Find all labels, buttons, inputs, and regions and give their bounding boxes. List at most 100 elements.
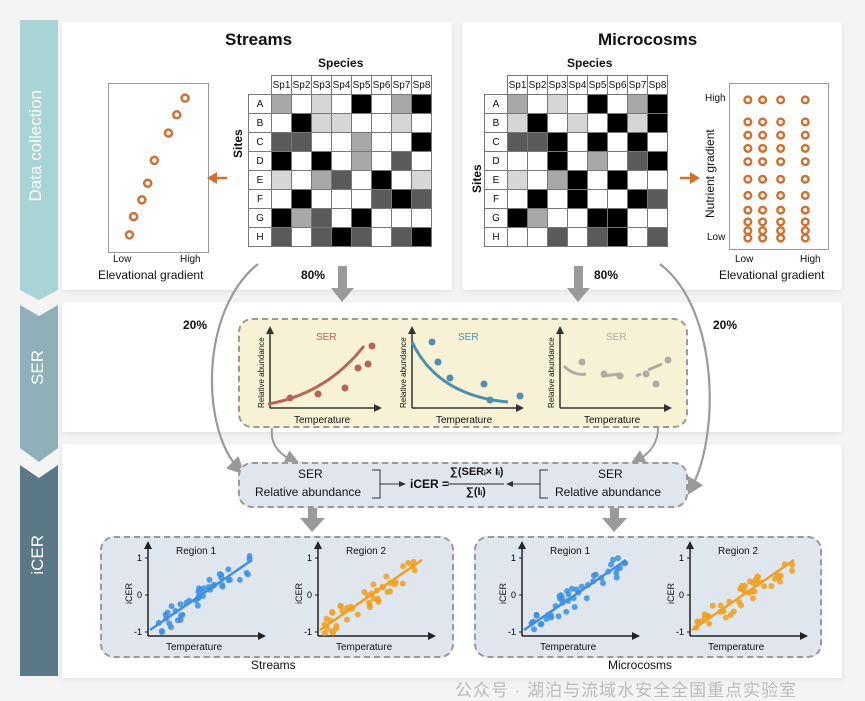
ser-y-label: Relative abundance [399,337,408,408]
site-point [800,226,810,236]
site-point [758,217,768,227]
abundance-cell [587,227,608,247]
abundance-cell [371,227,392,247]
icer-point [531,626,538,633]
stage-ser-ribbon [20,305,58,462]
streams-species-label: Species [318,56,364,70]
x-axis-arrow-icon [258,632,266,640]
site-point [743,205,753,215]
ser-plots: SER Temperature Relative abundance SER Tempe… [257,326,672,426]
site-point [776,174,786,184]
abundance-cell [291,94,312,114]
abundance-cell [527,208,548,228]
icer-point [752,576,759,583]
ser-point [652,380,660,388]
y-axis-arrow-icon [408,326,416,334]
abundance-cell [311,227,332,247]
icer-microcosms-box [474,536,822,658]
abundance-cell [547,113,568,133]
y-tick-label: 0 [679,590,684,600]
species-header: Sp8 [647,75,668,95]
x-axis-arrow-icon [632,632,640,640]
microcosms-title: Microcosms [598,30,698,49]
abundance-cell [351,208,372,228]
ser-point [341,384,349,392]
icer-point [600,580,607,587]
micro-80-arrow-head [567,288,590,302]
abundance-cell [527,94,548,114]
site-point [758,130,768,140]
icer-point [706,620,713,627]
abundance-cell [607,189,628,209]
site-point [800,205,810,215]
ser-point [516,392,524,400]
icer-y-label: iCER [124,582,134,604]
abundance-cell [271,94,292,114]
icer-point [533,612,540,619]
abundance-cell [647,94,668,114]
icer-point [563,608,570,615]
abundance-cell [391,170,412,190]
abundance-cell [607,132,628,152]
streams-x-axis-label: Elevational gradient [98,268,204,282]
icer-fit-line [691,558,795,632]
abundance-cell [567,170,588,190]
abundance-cell [411,208,432,228]
site-point [776,117,786,127]
x-axis-arrow-icon [516,404,524,412]
site-point [743,157,753,167]
site-point [800,95,810,105]
ser-point [578,358,586,366]
icer-point [761,583,768,590]
icer-point [610,556,617,563]
abundance-cell [311,170,332,190]
y-tick-label: 1 [679,553,684,563]
site-point [800,130,810,140]
site-point [743,226,753,236]
icer-point [370,581,377,588]
formula-denominator: ∑(Iᵢ) [466,486,486,498]
site-point [776,157,786,167]
abundance-cell [351,227,372,247]
abundance-cell [507,132,528,152]
x-axis-arrow-icon [800,632,808,640]
microcosms-nutrient-plot [729,83,829,250]
site-point [149,155,160,166]
abundance-cell [391,208,412,228]
ser-point [642,370,650,378]
icer-point [219,583,226,590]
ser-point [600,370,608,378]
y-tick-label: 1 [307,553,312,563]
y-tick-label: 0 [307,590,312,600]
streams-20-curve [210,263,259,475]
icer-point [583,595,590,602]
icer-fit-line [523,558,627,632]
formula-brackets [372,469,548,499]
ser-point [486,396,494,404]
abundance-cell [627,94,648,114]
x-axis-arrow-icon [374,404,382,412]
watermark-text: 公众号 · 湖泊与流域水安全全国重点实验室 [455,681,798,700]
icer-point [573,586,580,593]
icer-point [225,566,232,573]
site-point [124,230,135,240]
icer-point [564,588,571,595]
icer-point [571,604,578,611]
icer-plot: 1 0 -1 Region 2 Temperature iCER [666,541,808,653]
site-point [163,128,174,138]
formula-left-ser: SER [298,467,323,481]
micro-20-curve [659,263,711,496]
streams-x-high: High [180,254,201,265]
icer-point [243,569,250,576]
streams-elevation-plot [108,83,209,253]
y-tick-label: -1 [304,627,312,637]
icer-point [383,573,390,580]
ser-plot-title: SER [606,332,627,343]
icer-point [751,588,758,595]
formula-down-arrow-right-head [602,518,627,532]
ser-plot: SER Temperature Relative abundance [399,326,524,426]
microcosms-y-low: Low [707,232,726,243]
abundance-cell [567,227,588,247]
site-point [776,143,786,153]
icer-point [236,576,243,583]
